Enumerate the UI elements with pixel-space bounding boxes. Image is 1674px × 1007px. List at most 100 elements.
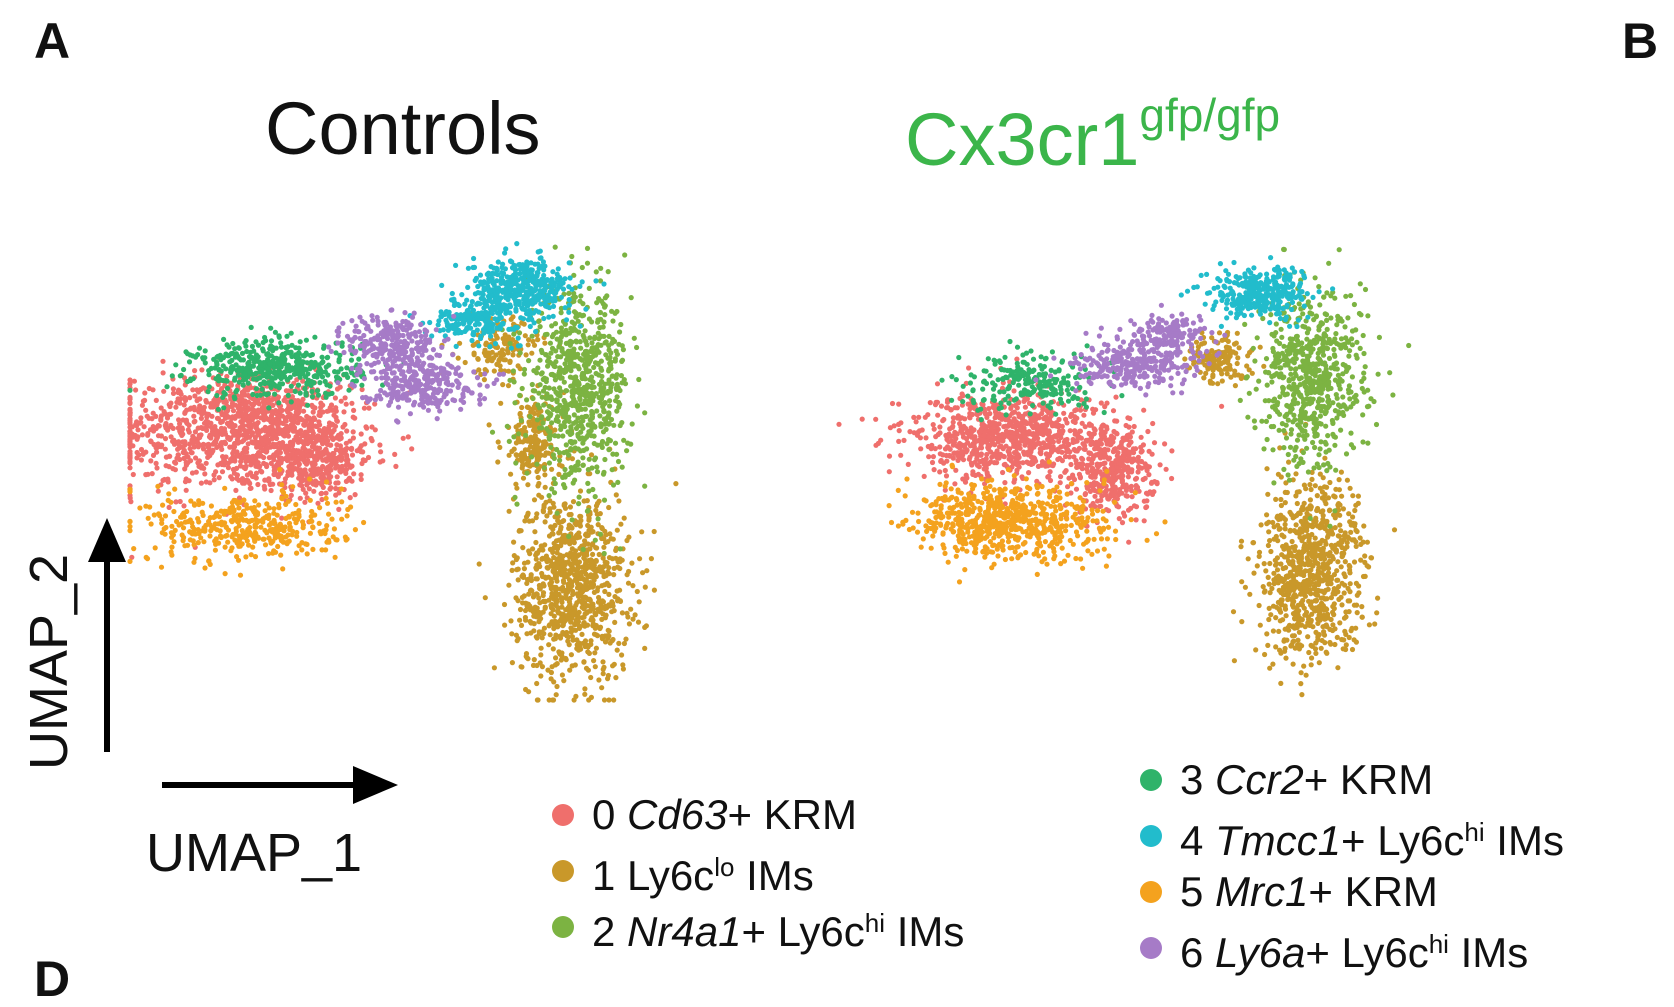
point-cluster-4 [566,260,572,266]
point-cluster-5 [127,518,133,524]
point-cluster-2 [554,510,560,516]
point-cluster-2 [580,401,587,407]
point-cluster-0 [196,434,202,440]
point-cluster-2 [561,379,567,385]
point-cluster-2 [547,359,553,365]
point-cluster-2 [569,319,575,325]
point-cluster-0 [271,457,277,463]
point-cluster-1 [525,482,531,488]
point-cluster-1 [552,427,558,433]
point-cluster-4 [476,343,482,349]
point-cluster-0 [231,444,238,450]
point-cluster-1 [595,606,601,612]
point-cluster-0 [138,415,144,421]
point-cluster-0 [145,471,151,477]
point-cluster-4 [488,264,494,270]
point-cluster-4 [469,337,475,344]
point-cluster-2 [584,245,591,251]
point-cluster-3 [296,366,303,372]
point-cluster-0 [191,444,197,450]
point-cluster-1 [520,545,526,551]
point-cluster-2 [523,432,529,438]
point-cluster-0 [256,441,262,447]
point-cluster-0 [127,432,133,438]
point-cluster-4 [508,345,514,351]
point-cluster-1 [568,550,574,556]
point-cluster-0 [173,404,179,410]
point-cluster-0 [129,554,135,560]
point-cluster-3 [327,383,333,389]
point-cluster-1 [588,694,595,701]
point-cluster-0 [196,405,202,411]
point-cluster-1 [599,685,605,691]
point-cluster-4 [520,316,527,322]
point-cluster-0 [245,392,251,399]
point-cluster-2 [617,329,623,335]
point-cluster-1 [548,669,555,676]
point-cluster-4 [549,276,555,282]
point-cluster-3 [278,340,284,346]
point-cluster-1 [502,341,508,347]
point-cluster-3 [233,389,239,395]
point-cluster-1 [581,606,587,612]
point-cluster-2 [609,467,615,473]
point-cluster-3 [251,376,257,382]
point-cluster-5 [331,526,337,532]
point-cluster-0 [318,475,324,481]
point-cluster-4 [478,295,484,302]
point-cluster-5 [185,542,191,548]
point-cluster-1 [567,541,573,547]
point-cluster-1 [558,556,565,562]
point-cluster-4 [514,298,521,304]
point-cluster-5 [251,534,257,541]
point-cluster-3 [319,354,325,360]
point-cluster-2 [592,537,598,543]
point-cluster-0 [341,409,347,415]
point-cluster-2 [563,442,569,448]
point-cluster-3 [338,366,344,372]
point-cluster-2 [608,416,615,423]
point-cluster-4 [453,343,459,349]
point-cluster-2 [586,456,592,462]
point-cluster-3 [250,363,256,369]
point-cluster-4 [500,321,506,327]
point-cluster-5 [222,485,228,491]
point-cluster-0 [294,410,301,416]
point-cluster-5 [268,527,274,533]
point-cluster-1 [651,528,657,535]
point-cluster-5 [219,519,225,525]
point-cluster-3 [257,381,264,387]
point-cluster-0 [202,471,208,477]
point-cluster-4 [527,323,533,330]
point-cluster-4 [552,294,558,300]
point-cluster-0 [176,442,182,448]
point-cluster-4 [541,315,547,322]
point-cluster-0 [289,464,295,470]
point-cluster-3 [233,351,239,357]
point-cluster-0 [127,424,133,430]
point-cluster-1 [594,633,601,639]
point-cluster-1 [613,492,619,498]
point-cluster-3 [333,350,339,356]
point-cluster-0 [354,448,360,454]
point-cluster-3 [186,359,193,365]
point-cluster-0 [236,495,243,501]
point-cluster-2 [536,318,542,324]
point-cluster-1 [588,674,594,681]
point-cluster-3 [289,342,295,348]
point-cluster-0 [248,462,254,468]
point-cluster-0 [180,431,186,437]
point-cluster-5 [345,506,351,513]
point-cluster-2 [537,382,543,388]
point-cluster-4 [465,284,471,290]
point-cluster-3 [303,390,309,396]
point-cluster-0 [269,424,275,430]
point-cluster-0 [300,456,306,462]
point-cluster-0 [380,458,386,464]
point-cluster-5 [278,552,284,558]
point-cluster-0 [203,460,209,466]
point-cluster-1 [558,524,564,530]
point-cluster-0 [140,450,146,456]
point-cluster-2 [606,411,612,417]
point-cluster-3 [325,354,331,360]
